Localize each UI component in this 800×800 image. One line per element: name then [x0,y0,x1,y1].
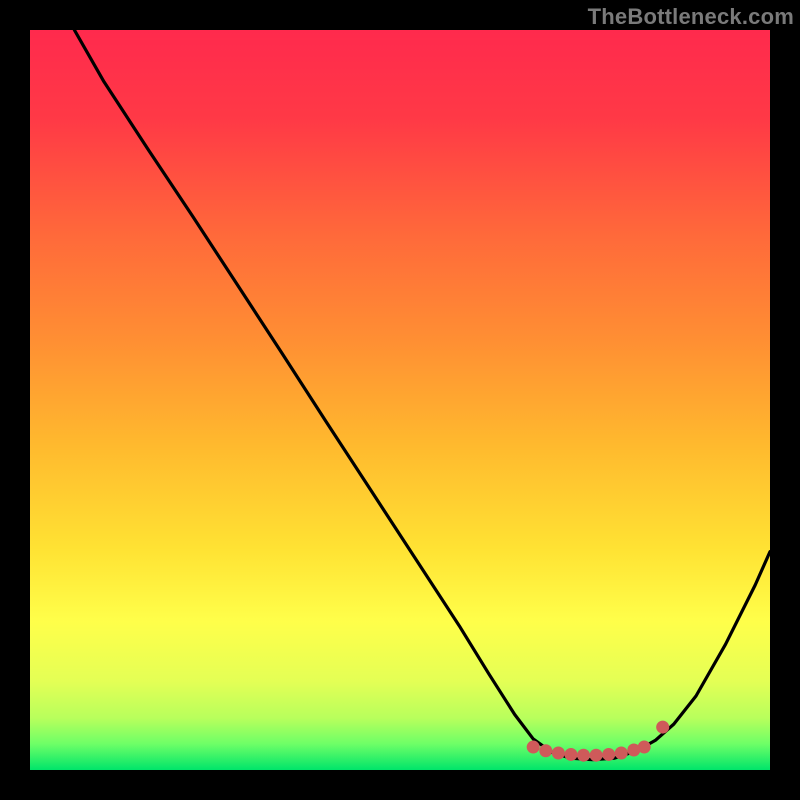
plot-area [30,30,770,770]
optimal-range-marker [577,749,590,762]
optimal-range-marker [590,749,603,762]
optimal-range-marker [656,721,669,734]
optimal-range-marker [615,746,628,759]
watermark-text: TheBottleneck.com [588,4,794,30]
optimal-range-marker [564,748,577,761]
optimal-range-marker [638,741,651,754]
optimal-range-marker [602,748,615,761]
optimal-range-marker [527,741,540,754]
plot-svg [30,30,770,770]
chart-canvas: TheBottleneck.com [0,0,800,800]
optimal-range-marker [552,746,565,759]
optimal-range-marker [539,744,552,757]
